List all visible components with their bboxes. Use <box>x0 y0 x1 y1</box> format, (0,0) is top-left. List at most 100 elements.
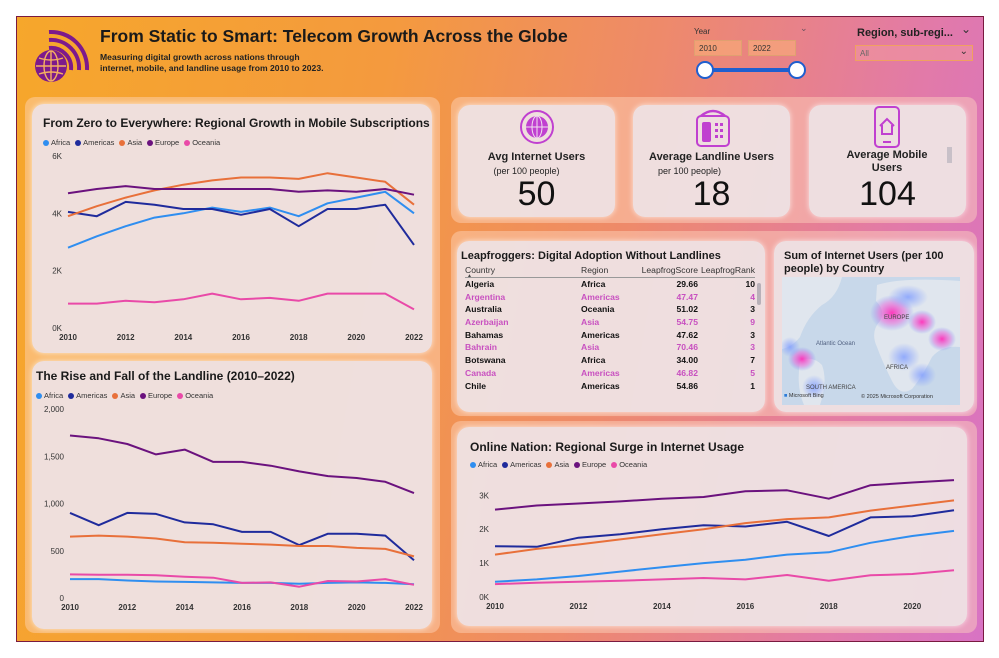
map-title: Sum of Internet Users (per 100 people) b… <box>784 250 944 275</box>
cell-score: 51.02 <box>676 304 698 315</box>
leapfrog-table-container: Country Region LeapfrogScore LeapfrogRan… <box>465 264 757 407</box>
legend-item-asia: Asia <box>112 391 135 400</box>
table-row[interactable]: Australia Oceania 51.02 3 <box>465 303 755 316</box>
map-panel: Sum of Internet Users (per 100 people) b… <box>774 241 974 412</box>
internet-chart-panel: Online Nation: Regional Surge in Interne… <box>457 427 967 626</box>
cell-rank: 3 <box>750 342 755 353</box>
table-row[interactable]: Algeria Africa 29.66 10 <box>465 277 755 290</box>
chevron-down-icon[interactable]: ⌄ <box>961 22 972 36</box>
cell-score: 54.86 <box>676 380 698 391</box>
map-copyright: © 2025 Microsoft Corporation <box>861 394 933 400</box>
column-header-score[interactable]: LeapfrogScore <box>631 264 698 278</box>
table-row[interactable]: Canada Americas 46.82 5 <box>465 367 755 380</box>
table-row[interactable]: Bahamas Americas 47.62 3 <box>465 328 755 341</box>
table-row[interactable]: Argentina Americas 47.47 4 <box>465 290 755 303</box>
x-tick-label: 2014 <box>174 333 192 342</box>
cell-country: Bahrain <box>465 342 497 353</box>
internet-chart-legend: Africa Americas Asia Europe Oceania <box>470 460 652 469</box>
cell-score: 47.47 <box>676 291 698 302</box>
series-line-asia[interactable] <box>69 534 415 558</box>
series-line-europe[interactable] <box>494 479 955 511</box>
column-header-country[interactable]: Country <box>465 264 581 278</box>
y-tick-label: 6K <box>52 152 62 161</box>
year-slider-end-handle[interactable] <box>788 61 806 79</box>
chevron-down-icon[interactable]: ⌄ <box>800 23 808 33</box>
year-end-input[interactable]: 2022 <box>748 40 796 56</box>
legend-item-africa: Africa <box>43 138 70 147</box>
legend-item-americas: Americas <box>75 138 114 147</box>
series-line-europe[interactable] <box>67 185 415 196</box>
region-dropdown-value: All <box>860 49 869 58</box>
x-tick-label: 2010 <box>61 603 79 612</box>
cell-region: Africa <box>581 279 606 290</box>
kpi-internet-label: Avg Internet Users <box>487 151 586 163</box>
y-tick-label: 4K <box>52 209 62 218</box>
landline-chart-title: The Rise and Fall of the Landline (2010–… <box>36 369 295 383</box>
telephone-icon <box>696 109 730 147</box>
cell-rank: 10 <box>745 279 755 290</box>
y-tick-label: 1,500 <box>44 452 65 461</box>
year-slider-track[interactable] <box>704 68 796 72</box>
table-scrollbar[interactable] <box>757 283 761 305</box>
sort-ascending-icon[interactable]: ▲ <box>467 273 472 279</box>
series-line-africa[interactable] <box>494 529 955 583</box>
internet-chart-title: Online Nation: Regional Surge in Interne… <box>470 440 745 454</box>
x-tick-label: 2020 <box>348 603 366 612</box>
series-line-americas[interactable] <box>67 200 415 246</box>
series-line-europe[interactable] <box>69 434 415 495</box>
series-line-africa[interactable] <box>67 190 415 249</box>
table-row[interactable]: Bahrain Asia 70.46 3 <box>465 341 755 354</box>
cell-region: Asia <box>581 317 600 328</box>
cell-region: Americas <box>581 291 620 302</box>
legend-item-oceania: Oceania <box>611 460 647 469</box>
brand-logo <box>31 24 93 86</box>
world-map[interactable]: EUROPE Atlantic Ocean AFRICA SOUTH AMERI… <box>782 277 960 405</box>
kpi-card-internet: Avg Internet Users (per 100 people) 50 <box>458 105 615 217</box>
cell-country: Chile <box>465 380 487 391</box>
series-line-asia[interactable] <box>67 172 415 218</box>
column-header-rank[interactable]: LeapfrogRank <box>698 264 755 278</box>
x-tick-label: 2014 <box>653 602 671 611</box>
legend-item-asia: Asia <box>119 138 142 147</box>
legend-item-europe: Europe <box>147 138 179 147</box>
bing-logo: ■ Microsoft Bing <box>784 393 824 399</box>
series-line-asia[interactable] <box>494 499 955 556</box>
region-dropdown[interactable]: All ⌄ <box>855 45 973 61</box>
table-header-row: Country Region LeapfrogScore LeapfrogRan… <box>465 264 755 278</box>
column-header-region[interactable]: Region <box>581 264 631 278</box>
cell-score: 34.00 <box>676 355 698 366</box>
y-tick-label: 2K <box>479 525 489 534</box>
series-line-oceania[interactable] <box>69 573 415 588</box>
kpi-card-landline: Average Landline Users per 100 people) 1… <box>633 105 790 217</box>
cell-rank: 9 <box>750 317 755 328</box>
kpi-mobile-scrollbar[interactable] <box>947 147 952 163</box>
x-tick-label: 2018 <box>290 603 308 612</box>
legend-item-americas: Americas <box>68 391 107 400</box>
cell-rank: 7 <box>750 355 755 366</box>
cell-country: Canada <box>465 367 497 378</box>
x-tick-label: 2022 <box>405 603 423 612</box>
y-tick-label: 500 <box>51 547 65 556</box>
series-line-oceania[interactable] <box>68 292 415 311</box>
globe-signal-icon <box>35 29 90 82</box>
kpi-mobile-value: 104 <box>859 175 916 213</box>
y-tick-label: 3K <box>479 491 489 500</box>
table-row[interactable]: Botswana Africa 34.00 7 <box>465 354 755 367</box>
table-row[interactable]: Chile Americas 54.86 1 <box>465 379 755 392</box>
year-start-input[interactable]: 2010 <box>694 40 742 56</box>
cell-region: Americas <box>581 329 620 340</box>
legend-item-oceania: Oceania <box>177 391 213 400</box>
x-tick-label: 2018 <box>820 602 838 611</box>
chevron-down-icon: ⌄ <box>959 46 968 57</box>
x-tick-label: 2012 <box>118 603 136 612</box>
x-tick-label: 2012 <box>117 333 135 342</box>
region-filter-label: Region, sub-regi... <box>857 27 953 39</box>
leapfrog-table-panel: Leapfroggers: Digital Adoption Without L… <box>457 241 765 412</box>
series-line-oceania[interactable] <box>494 569 955 586</box>
series-line-americas[interactable] <box>69 511 415 561</box>
x-tick-label: 2010 <box>486 602 504 611</box>
kpi-landline-sub: per 100 people) <box>657 166 722 176</box>
table-row[interactable]: Azerbaijan Asia 54.75 9 <box>465 316 755 329</box>
year-slider-start-handle[interactable] <box>696 61 714 79</box>
legend-item-europe: Europe <box>574 460 606 469</box>
